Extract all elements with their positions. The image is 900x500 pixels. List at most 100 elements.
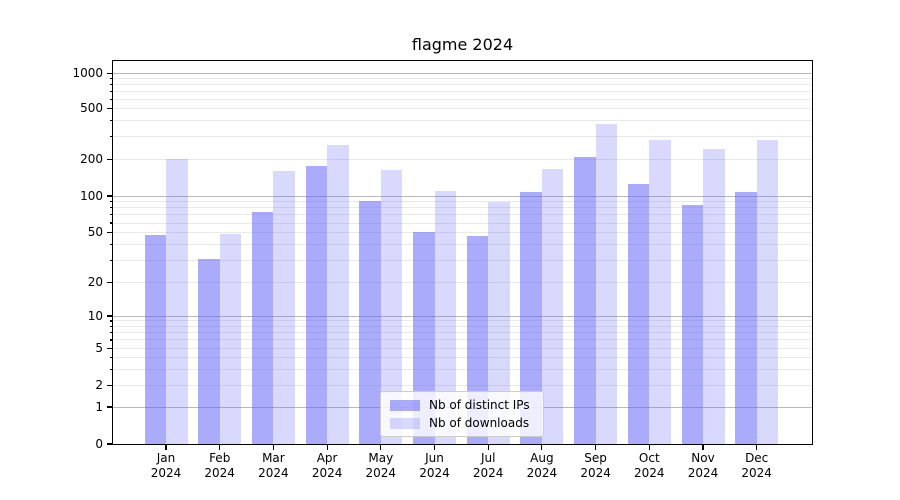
bar-downloads [756,139,779,444]
x-axis-tick-label: May 2024 [365,451,397,480]
gridline-minor [113,108,812,109]
bar-distinct-ips [305,166,328,444]
x-axis-tick-label: Jan 2024 [150,451,182,480]
gridline-minor [113,244,812,246]
bar-distinct-ips [627,184,650,444]
legend-swatch-downloads [390,417,420,429]
x-axis-tick-label: Jul 2024 [472,451,504,480]
bar-distinct-ips [681,204,703,444]
legend: Nb of distinct IPs Nb of downloads [380,391,544,437]
gridline-major [113,73,812,74]
x-axis-tick-mark [433,445,436,450]
x-axis-tick-mark [702,445,704,450]
x-axis-tick-label: Jun 2024 [419,451,450,480]
x-axis-tick-mark [326,445,328,450]
x-axis-tick-mark [380,445,382,450]
y-axis-tick-label: 20 [87,275,103,289]
y-axis-tick-label: 1000 [72,66,103,80]
bar-downloads [380,170,403,444]
gridline-minor [113,214,812,216]
gridline-major [113,195,812,197]
x-axis-tick-label: Oct 2024 [634,451,665,480]
legend-item-downloads: Nb of downloads [390,416,534,430]
bar-distinct-ips [735,192,757,444]
x-axis-tick-mark [595,445,597,450]
y-axis-minor-tick-mark [109,356,113,359]
x-axis-tick-mark [165,445,167,450]
gridline-minor [113,136,812,138]
x-axis-tick-label: Mar 2024 [258,451,289,480]
y-axis-tick-label: 2 [95,378,103,392]
y-axis-minor-tick-mark [109,222,113,224]
y-axis-tick-label: 50 [87,225,103,240]
y-axis-minor-tick-mark [109,107,113,110]
bar-downloads [649,139,671,444]
x-axis-tick-label: Feb 2024 [204,451,235,480]
plot-area [112,60,813,445]
x-axis-tick-mark [487,445,489,450]
bar-downloads [595,123,618,444]
x-axis-tick-mark [272,445,274,450]
legend-swatch-distinct-ips [390,399,420,411]
gridline-minor [113,201,812,203]
x-axis-tick-label: Aug 2024 [526,451,558,480]
bar-distinct-ips [413,231,435,444]
bar-downloads [434,190,456,444]
y-axis-minor-tick-mark [109,259,113,262]
x-axis-tick-mark [756,445,758,450]
gridline-minor [113,120,812,122]
y-axis-minor-tick-mark [109,384,113,387]
bar-distinct-ips [574,157,596,444]
y-axis-minor-tick-mark [109,339,113,341]
y-axis-tick-mark [107,195,113,197]
gridline-minor [113,320,812,322]
bar-distinct-ips [198,258,220,444]
y-axis-minor-tick-mark [109,232,113,234]
y-axis-tick-label: 200 [80,151,103,166]
chart-title: flagme 2024 [411,35,514,54]
bar-downloads [703,149,725,444]
gridline-minor [113,232,812,234]
y-axis-tick-label: 5 [95,341,103,355]
gridline-minor [113,259,812,261]
gridline-minor [113,222,812,224]
gridlines-layer [113,61,812,444]
y-axis-minor-tick-mark [109,368,113,370]
y-axis-tick-label: 100 [80,188,103,203]
y-axis-minor-tick-mark [109,332,113,334]
gridline-minor [113,325,812,327]
bar-distinct-ips [359,200,381,444]
y-axis-minor-tick-mark [109,347,113,350]
gridline-minor [113,357,812,358]
x-axis-tick-mark [541,445,543,450]
y-axis-tick-label: 0 [95,436,103,451]
y-axis-tick-label: 1 [95,399,103,414]
x-axis-tick-label: Nov 2024 [687,451,719,480]
gridline-minor [113,207,812,209]
y-axis-tick-mark [107,406,113,408]
bar-downloads [541,168,564,444]
bar-downloads [166,159,188,444]
bar-distinct-ips [144,234,166,444]
y-axis-minor-tick-mark [109,84,113,86]
gridline-major [113,315,812,317]
gridline-minor [113,348,812,349]
gridline-minor [113,84,812,86]
y-axis-minor-tick-mark [109,98,113,100]
gridline-minor [113,158,812,160]
gridline-minor [113,98,812,100]
y-axis-minor-tick-mark [109,78,113,80]
y-axis-minor-tick-mark [109,207,113,209]
legend-label-downloads: Nb of downloads [429,416,530,430]
gridline-minor [113,78,812,80]
gridline-minor [113,282,812,283]
bar-downloads [219,233,242,444]
y-axis-minor-tick-mark [109,200,113,203]
legend-label-distinct-ips: Nb of distinct IPs [429,398,530,412]
gridline-minor [113,332,812,334]
x-axis-tick-label: Sep 2024 [580,451,611,480]
y-axis-minor-tick-mark [109,281,113,284]
x-axis-tick-mark [648,445,650,450]
y-axis-tick-label: 500 [80,101,103,115]
